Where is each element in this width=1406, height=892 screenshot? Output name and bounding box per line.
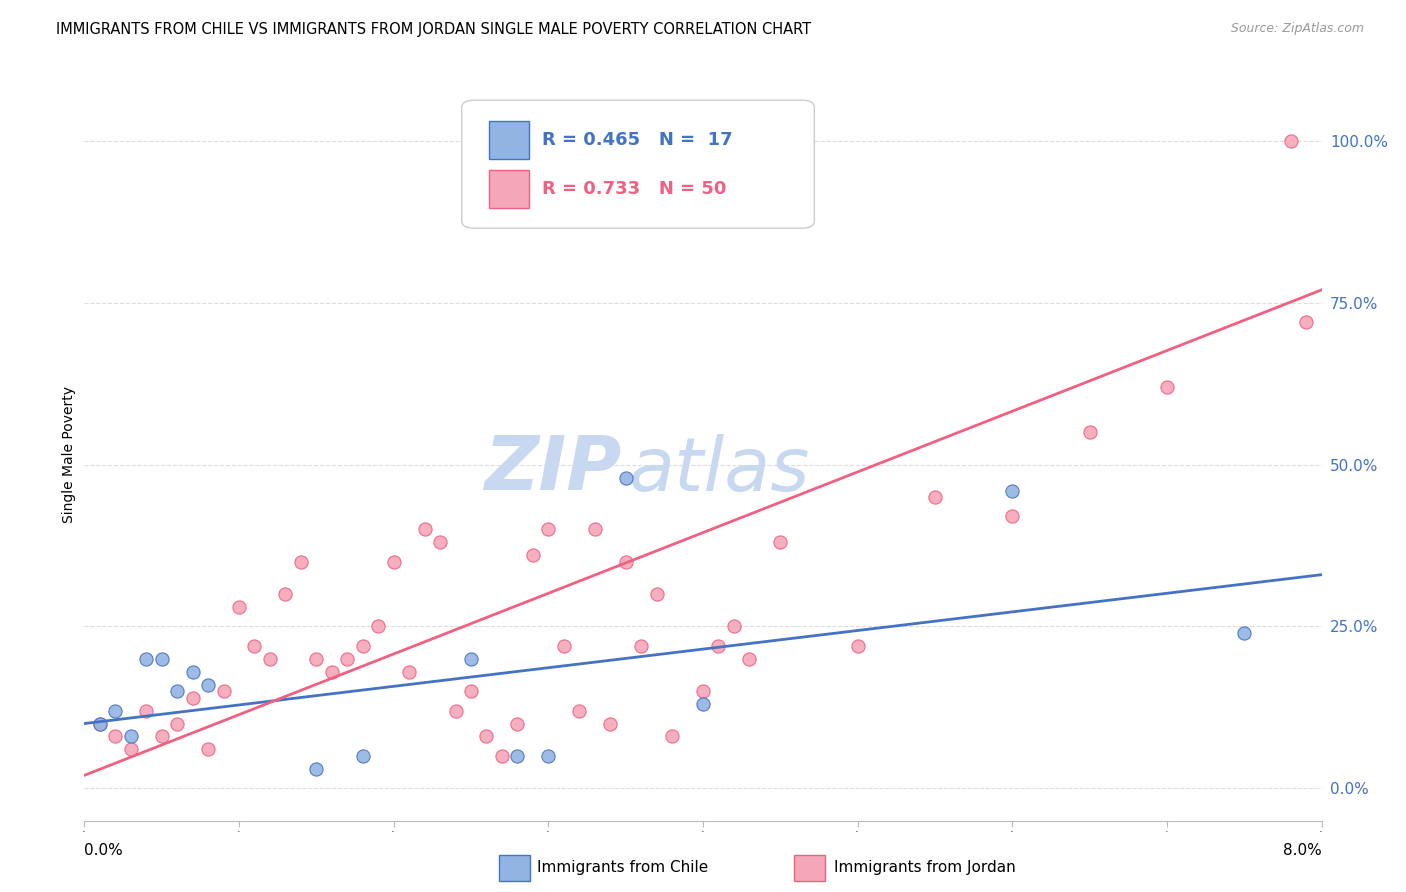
- Point: [645, 587, 668, 601]
- Text: ZIP: ZIP: [485, 433, 623, 506]
- Point: [321, 665, 343, 679]
- Point: [661, 730, 683, 744]
- Point: [197, 742, 219, 756]
- Point: [1156, 380, 1178, 394]
- Point: [413, 522, 436, 536]
- Text: Immigrants from Jordan: Immigrants from Jordan: [834, 861, 1015, 875]
- Point: [537, 748, 560, 763]
- FancyBboxPatch shape: [489, 120, 529, 159]
- Point: [475, 730, 498, 744]
- Point: [429, 535, 451, 549]
- Point: [120, 730, 142, 744]
- Point: [614, 555, 637, 569]
- FancyBboxPatch shape: [461, 100, 814, 228]
- Point: [135, 652, 157, 666]
- Point: [398, 665, 420, 679]
- Point: [599, 716, 621, 731]
- Text: IMMIGRANTS FROM CHILE VS IMMIGRANTS FROM JORDAN SINGLE MALE POVERTY CORRELATION : IMMIGRANTS FROM CHILE VS IMMIGRANTS FROM…: [56, 22, 811, 37]
- Point: [738, 652, 761, 666]
- Text: R = 0.733   N = 50: R = 0.733 N = 50: [543, 179, 727, 198]
- Text: R = 0.465   N =  17: R = 0.465 N = 17: [543, 130, 733, 149]
- Point: [846, 639, 869, 653]
- Point: [1295, 315, 1317, 329]
- Point: [1078, 425, 1101, 440]
- Point: [537, 522, 560, 536]
- Point: [491, 748, 513, 763]
- Point: [924, 490, 946, 504]
- Point: [212, 684, 235, 698]
- Point: [135, 704, 157, 718]
- Point: [630, 639, 652, 653]
- Text: atlas: atlas: [628, 434, 810, 506]
- Point: [120, 742, 142, 756]
- Point: [382, 555, 405, 569]
- Text: Source: ZipAtlas.com: Source: ZipAtlas.com: [1230, 22, 1364, 36]
- Point: [352, 748, 374, 763]
- Point: [243, 639, 266, 653]
- Point: [553, 639, 575, 653]
- Point: [568, 704, 591, 718]
- FancyBboxPatch shape: [489, 169, 529, 208]
- Point: [181, 665, 204, 679]
- Point: [150, 730, 173, 744]
- Text: 8.0%: 8.0%: [1282, 843, 1322, 858]
- Point: [305, 652, 328, 666]
- Point: [104, 704, 127, 718]
- Point: [89, 716, 111, 731]
- Point: [166, 716, 188, 731]
- Point: [583, 522, 606, 536]
- Point: [460, 684, 482, 698]
- Point: [614, 470, 637, 484]
- Text: 0.0%: 0.0%: [84, 843, 124, 858]
- Point: [1279, 134, 1302, 148]
- Point: [305, 762, 328, 776]
- Point: [290, 555, 312, 569]
- Point: [1001, 509, 1024, 524]
- Point: [506, 716, 529, 731]
- Point: [181, 690, 204, 705]
- Point: [1233, 626, 1256, 640]
- Point: [274, 587, 297, 601]
- Point: [104, 730, 127, 744]
- Point: [444, 704, 467, 718]
- Point: [506, 748, 529, 763]
- Point: [259, 652, 281, 666]
- Point: [197, 678, 219, 692]
- Point: [460, 652, 482, 666]
- Point: [150, 652, 173, 666]
- Text: Immigrants from Chile: Immigrants from Chile: [537, 861, 709, 875]
- Point: [707, 639, 730, 653]
- Point: [723, 619, 745, 633]
- Point: [1001, 483, 1024, 498]
- Point: [336, 652, 359, 666]
- Point: [228, 600, 250, 615]
- Point: [692, 697, 714, 711]
- Point: [367, 619, 389, 633]
- Point: [166, 684, 188, 698]
- Point: [522, 548, 544, 562]
- Point: [692, 684, 714, 698]
- Y-axis label: Single Male Poverty: Single Male Poverty: [62, 386, 76, 524]
- Point: [352, 639, 374, 653]
- Point: [769, 535, 792, 549]
- Point: [89, 716, 111, 731]
